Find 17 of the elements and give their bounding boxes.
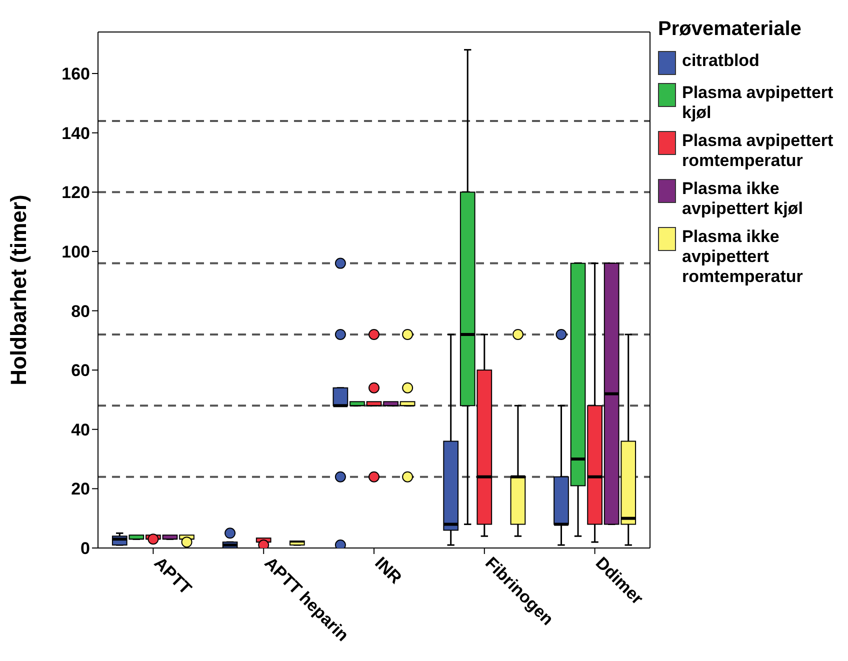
legend-label: Plasma avpipettert romtemperatur xyxy=(682,131,834,171)
y-tick-label: 20 xyxy=(71,480,90,499)
y-tick-label: 80 xyxy=(71,302,90,321)
legend-label: citratblod xyxy=(682,51,760,71)
x-tick-label: INR xyxy=(371,553,406,588)
y-tick-label: 120 xyxy=(62,183,90,202)
legend-label: Plasma ikke avpipettert romtemperatur xyxy=(682,227,804,287)
y-tick-label: 140 xyxy=(62,124,90,143)
y-tick-label: 60 xyxy=(71,361,90,380)
legend-label: Plasma ikke avpipettert kjøl xyxy=(682,179,804,219)
y-tick-label: 100 xyxy=(62,242,90,262)
y-tick-label: 160 xyxy=(62,64,90,84)
legend-label: Plasma avpipettert kjøl xyxy=(682,83,834,123)
y-axis-title: Holdbarhet (timer) xyxy=(6,194,31,386)
legend-title: Prøvemateriale xyxy=(658,18,802,41)
y-tick-label: 40 xyxy=(71,420,90,440)
y-tick-label: 0 xyxy=(80,539,90,558)
